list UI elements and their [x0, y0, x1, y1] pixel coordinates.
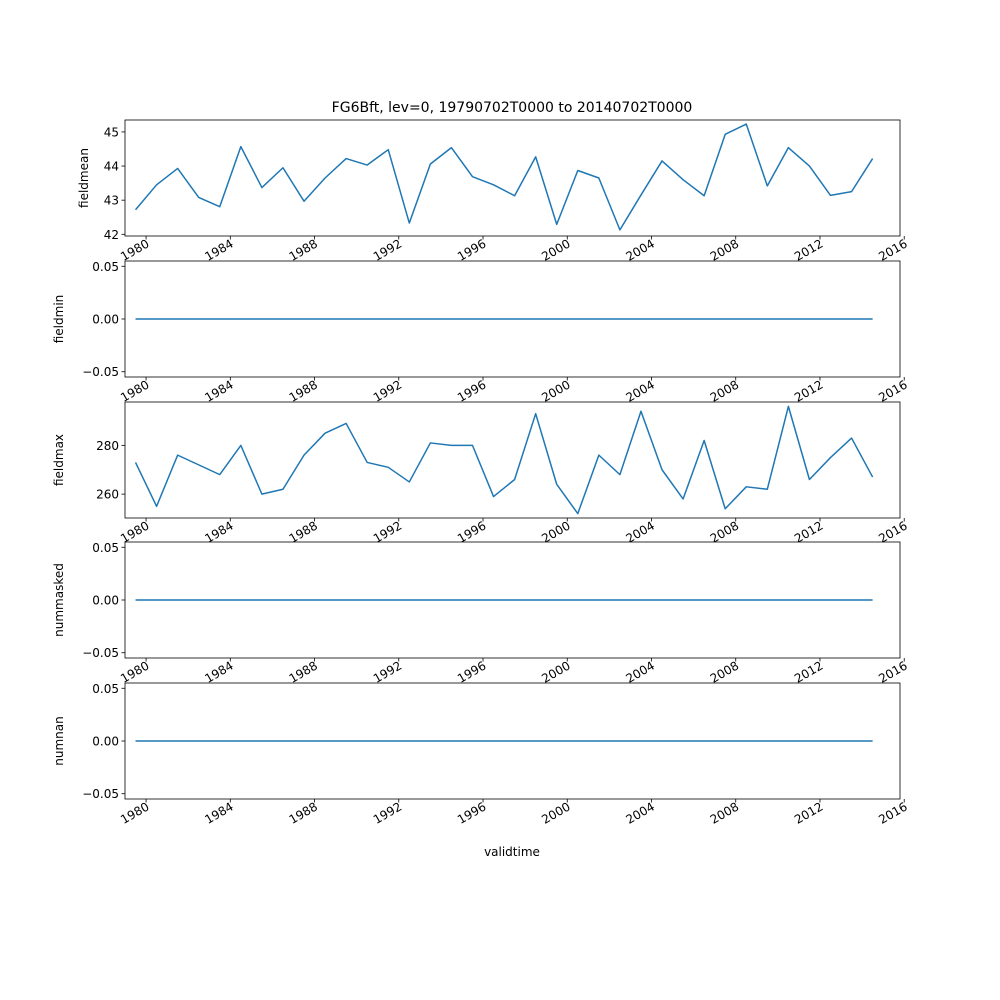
numnan-xtick-label: 1992: [371, 799, 404, 826]
numnan-xtick-label: 1984: [202, 799, 235, 826]
fieldmin-axis-label: fieldmin: [52, 295, 66, 344]
nummasked-xtick-label: 1980: [118, 658, 151, 685]
fieldmean-axis-label: fieldmean: [77, 148, 91, 208]
fieldmean-xtick-label: 2004: [624, 236, 657, 263]
numnan-xtick-label: 2012: [792, 799, 825, 826]
numnan-ytick-label: −0.05: [82, 787, 119, 801]
panel-background: [125, 402, 900, 518]
nummasked-xtick-label: 1988: [287, 658, 320, 685]
nummasked-xtick-label: 2016: [876, 658, 909, 685]
subplot-nummasked: −0.05 0.00 0.05 nummasked 1980 1984 1988 1992 19…: [52, 541, 960, 686]
numnan-ytick-label: 0.00: [92, 735, 119, 749]
numnan-xtick-label: 1996: [455, 799, 488, 826]
fieldmean-xtick-label: 1984: [202, 236, 235, 263]
numnan-xtick-label: 2008: [708, 799, 741, 826]
fieldmean-xtick-label: 2012: [792, 236, 825, 263]
fieldmean-series-line: [134, 123, 874, 231]
fieldmin-xtick-label: 2012: [792, 377, 825, 404]
fieldmax-ytick-label: 260: [96, 488, 119, 502]
nummasked-xtick-label: 2012: [792, 658, 825, 685]
fieldmean-xtick-label: 2008: [708, 236, 741, 263]
nummasked-xtick-label: 2004: [624, 658, 657, 685]
fieldmean-ytick-label: 42: [104, 228, 119, 242]
fieldmin-xtick-label: 1992: [371, 377, 404, 404]
x-axis-label: validtime: [484, 845, 540, 859]
subplot-stack: 42 43 44 45 fieldmean 1980 1984 1988 1992 1996 200…: [52, 119, 960, 827]
numnan-xtick-label: 1980: [118, 799, 151, 826]
fieldmean-xtick-label: 1996: [455, 236, 488, 263]
nummasked-xtick-label: 2008: [708, 658, 741, 685]
fieldmin-xtick-label: 1996: [455, 377, 488, 404]
fieldmin-xtick-label: 1980: [118, 377, 151, 404]
fieldmean-axes-frame: [124, 119, 901, 237]
numnan-xtick-label: 2004: [624, 799, 657, 826]
fieldmin-ytick-label: −0.05: [82, 365, 119, 379]
numnan-xtick-label: 2000: [539, 799, 572, 826]
fieldmin-ytick-label: 0.00: [92, 313, 119, 327]
figure-title: FG6Bft, lev=0, 19790702T0000 to 20140702…: [332, 100, 693, 116]
fieldmean-xtick-label: 2000: [539, 236, 572, 263]
fieldmean-xtick-label: 1980: [118, 236, 151, 263]
subplot-fieldmin: −0.05 0.00 0.05 fieldmin 1980 1984 1988 1992 199…: [52, 260, 960, 405]
numnan-xtick-label: 1988: [287, 799, 320, 826]
fieldmin-xtick-label: 1988: [287, 377, 320, 404]
subplot-numnan: −0.05 0.00 0.05 numnan 1980 1984 1988 1992 1996 2…: [52, 682, 910, 827]
fieldmean-xtick-label: 2016: [876, 236, 909, 263]
numnan-ytick-label: 0.05: [92, 682, 119, 696]
fieldmax-ytick-label: 280: [96, 439, 119, 453]
nummasked-ytick-label: 0.05: [92, 541, 119, 555]
numnan-xtick-label: 2016: [876, 799, 909, 826]
fieldmean-xtick-label: 1992: [371, 236, 404, 263]
nummasked-xtick-label: 1984: [202, 658, 235, 685]
nummasked-xtick-label: 1996: [455, 658, 488, 685]
fieldmax-series-line: [134, 405, 874, 515]
subplot-fieldmean: 42 43 44 45 fieldmean 1980 1984 1988 1992 1996 200…: [65, 119, 960, 264]
fieldmin-xtick-label: 2016: [876, 377, 909, 404]
fieldmean-ytick-label: 45: [104, 125, 119, 139]
fieldmean-ytick-label: 44: [104, 160, 119, 174]
fieldmax-axes-frame: [124, 401, 901, 519]
fieldmin-xtick-label: 2000: [539, 377, 572, 404]
nummasked-ytick-label: 0.00: [92, 594, 119, 608]
fieldmax-axis-label: fieldmax: [52, 434, 66, 486]
fieldmin-ytick-label: 0.05: [92, 260, 119, 274]
fieldmin-xtick-label: 2004: [624, 377, 657, 404]
fieldmin-xtick-label: 2008: [708, 377, 741, 404]
nummasked-xtick-label: 2000: [539, 658, 572, 685]
nummasked-xtick-label: 1992: [371, 658, 404, 685]
fieldmean-xtick-label: 1988: [287, 236, 320, 263]
fieldmin-xtick-label: 1984: [202, 377, 235, 404]
nummasked-ytick-label: −0.05: [82, 646, 119, 660]
fieldmean-ytick-label: 43: [104, 194, 119, 208]
numnan-axis-label: numnan: [52, 716, 66, 765]
nummasked-axis-label: nummasked: [52, 563, 66, 637]
